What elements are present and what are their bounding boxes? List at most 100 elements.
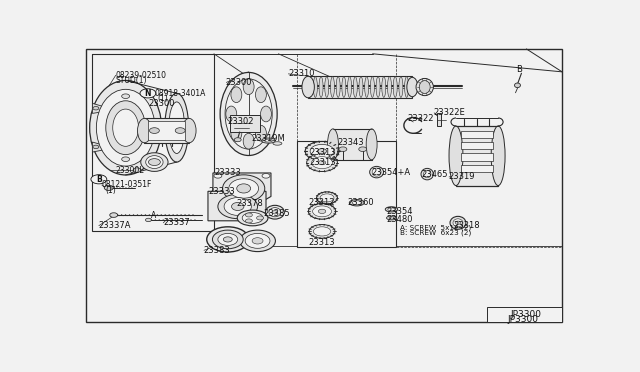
Text: 23383: 23383 xyxy=(203,246,230,255)
Text: 23300: 23300 xyxy=(148,99,175,108)
Bar xyxy=(486,307,562,323)
Text: B: B xyxy=(96,175,102,184)
Ellipse shape xyxy=(165,93,189,162)
Ellipse shape xyxy=(255,125,266,141)
Text: 23337A: 23337A xyxy=(99,221,131,230)
Text: 23310: 23310 xyxy=(288,69,315,78)
Circle shape xyxy=(245,219,252,223)
Ellipse shape xyxy=(319,77,323,97)
Text: 23322E: 23322E xyxy=(433,108,465,117)
Ellipse shape xyxy=(371,77,374,97)
Ellipse shape xyxy=(243,79,254,94)
Ellipse shape xyxy=(231,125,242,141)
Text: B: SCREW  6x23 (2): B: SCREW 6x23 (2) xyxy=(400,230,471,236)
Ellipse shape xyxy=(453,219,463,227)
Circle shape xyxy=(145,218,152,222)
Text: 08239-02510: 08239-02510 xyxy=(116,71,166,80)
Ellipse shape xyxy=(370,166,383,178)
Circle shape xyxy=(93,145,99,149)
Ellipse shape xyxy=(421,169,433,180)
Ellipse shape xyxy=(305,141,339,161)
Ellipse shape xyxy=(407,77,418,97)
Ellipse shape xyxy=(342,77,346,97)
Bar xyxy=(461,154,493,161)
Ellipse shape xyxy=(255,87,266,103)
Ellipse shape xyxy=(218,233,237,246)
Ellipse shape xyxy=(424,170,431,178)
Ellipse shape xyxy=(225,79,272,149)
Ellipse shape xyxy=(240,230,275,251)
Circle shape xyxy=(245,213,252,217)
Polygon shape xyxy=(213,173,271,205)
Ellipse shape xyxy=(226,106,237,122)
Ellipse shape xyxy=(269,208,281,217)
Ellipse shape xyxy=(387,216,396,220)
Text: (1): (1) xyxy=(157,94,168,103)
Text: 23343: 23343 xyxy=(337,138,364,147)
Text: 23385: 23385 xyxy=(264,209,290,218)
Ellipse shape xyxy=(419,81,430,93)
Text: STUD(1): STUD(1) xyxy=(116,76,147,85)
Ellipse shape xyxy=(359,77,363,97)
Circle shape xyxy=(93,106,99,110)
Ellipse shape xyxy=(376,77,380,97)
Ellipse shape xyxy=(336,77,340,97)
Bar xyxy=(461,131,493,138)
Circle shape xyxy=(359,147,367,151)
Ellipse shape xyxy=(314,227,331,236)
Text: 23360: 23360 xyxy=(348,198,374,207)
Text: 23354+A: 23354+A xyxy=(372,168,411,177)
Ellipse shape xyxy=(388,208,396,211)
Ellipse shape xyxy=(182,118,196,143)
Ellipse shape xyxy=(317,149,326,154)
Ellipse shape xyxy=(264,139,273,142)
Circle shape xyxy=(91,175,107,184)
Polygon shape xyxy=(208,191,266,221)
Ellipse shape xyxy=(242,212,263,223)
Ellipse shape xyxy=(223,237,232,242)
Ellipse shape xyxy=(382,77,386,97)
Ellipse shape xyxy=(266,205,284,219)
Text: 23302: 23302 xyxy=(228,117,254,126)
Text: 23465: 23465 xyxy=(421,170,448,179)
Ellipse shape xyxy=(141,153,168,171)
Text: 23312: 23312 xyxy=(308,198,335,207)
Ellipse shape xyxy=(515,83,520,87)
Circle shape xyxy=(133,168,141,172)
Text: (1): (1) xyxy=(106,186,116,195)
Text: 23480: 23480 xyxy=(387,215,413,224)
Ellipse shape xyxy=(245,233,270,248)
Text: 08918-3401A: 08918-3401A xyxy=(154,89,206,98)
Circle shape xyxy=(104,185,113,190)
Bar xyxy=(92,54,214,231)
Bar xyxy=(437,112,441,126)
Text: N: N xyxy=(145,89,151,98)
Ellipse shape xyxy=(318,209,326,214)
Ellipse shape xyxy=(113,109,138,146)
Ellipse shape xyxy=(231,87,242,103)
Bar xyxy=(145,118,189,142)
Text: 23300: 23300 xyxy=(225,78,252,87)
Ellipse shape xyxy=(229,179,259,198)
Ellipse shape xyxy=(243,133,254,149)
Ellipse shape xyxy=(309,225,335,238)
Ellipse shape xyxy=(262,138,275,143)
Ellipse shape xyxy=(223,175,265,202)
Bar xyxy=(461,165,493,172)
Circle shape xyxy=(257,216,264,220)
Ellipse shape xyxy=(450,217,466,229)
Ellipse shape xyxy=(146,155,163,169)
Ellipse shape xyxy=(317,192,337,204)
Circle shape xyxy=(339,147,347,151)
Ellipse shape xyxy=(330,77,335,97)
Ellipse shape xyxy=(207,227,249,252)
Ellipse shape xyxy=(491,126,505,186)
Text: 23319: 23319 xyxy=(448,173,474,182)
Ellipse shape xyxy=(273,211,277,214)
Ellipse shape xyxy=(314,77,317,97)
Ellipse shape xyxy=(307,154,337,171)
Ellipse shape xyxy=(224,198,252,215)
Ellipse shape xyxy=(218,194,257,219)
Ellipse shape xyxy=(106,101,145,155)
Text: 08121-0351F: 08121-0351F xyxy=(102,180,152,189)
